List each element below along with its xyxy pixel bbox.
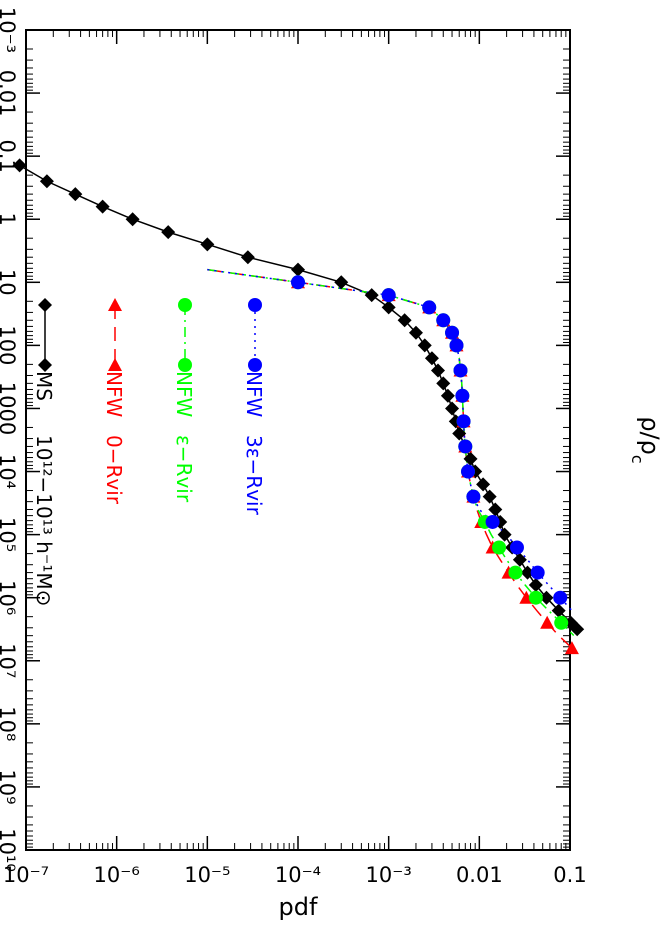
x-tick-label: 10⁸ [0, 706, 19, 741]
y-tick-label: 0.1 [553, 863, 586, 887]
legend-marker [248, 358, 262, 372]
y-tick-label: 10⁻³ [366, 863, 412, 887]
x-tick-label: 1000 [0, 382, 19, 435]
y-tick-label: 10⁻⁶ [94, 863, 140, 887]
series-markers [12, 158, 585, 655]
series-point-3 [445, 325, 460, 340]
series-point-3 [530, 565, 545, 580]
legend-marker [38, 358, 52, 372]
x-tick-label: 10⁹ [0, 769, 19, 804]
x-tick-label: 10⁵ [0, 517, 19, 552]
legend-label: NFW [172, 371, 196, 417]
series-point-1 [540, 615, 555, 629]
series-point-0 [39, 174, 54, 189]
series-point-2 [528, 590, 543, 605]
x-tick-label: 10⁷ [0, 643, 19, 678]
legend-label: NFW [242, 371, 266, 417]
series-point-0 [68, 187, 83, 202]
series-point-0 [445, 401, 460, 416]
series-point-3 [553, 590, 568, 605]
x-tick-label: 10⁴ [0, 454, 19, 489]
series-point-0 [430, 363, 445, 378]
series-point-0 [125, 212, 140, 227]
legend-marker [108, 358, 122, 371]
series-point-2 [492, 540, 507, 555]
series-point-0 [417, 338, 432, 353]
legend-label: NFW [102, 371, 126, 417]
legend: MS 10¹²−10¹³ h⁻¹M⊙ NFW 0−Rvir NFW ε−Rvir NFW 3ε… [32, 298, 266, 606]
series-point-0 [95, 199, 110, 214]
legend-label: MS [32, 371, 56, 401]
series-point-0 [291, 262, 305, 277]
series-point-0 [334, 275, 349, 290]
series-point-0 [482, 489, 497, 504]
x-tick-label: 10¹⁰ [0, 828, 19, 872]
x-tick-label: 100 [0, 325, 19, 365]
legend-marker [178, 358, 192, 372]
y-tick-label: 10⁻⁴ [275, 863, 321, 887]
legend-marker [38, 298, 52, 312]
series-point-3 [291, 275, 305, 290]
series-point-0 [240, 250, 255, 265]
series-point-2 [508, 565, 523, 580]
series-point-0 [436, 376, 451, 391]
series-point-3 [461, 464, 476, 479]
y-axis-title: pdf [279, 893, 318, 921]
series-point-3 [485, 514, 500, 529]
x-tick-label: 10 [0, 269, 19, 296]
series-point-3 [453, 363, 468, 378]
series-point-0 [161, 225, 176, 240]
legend-extra: ε−Rvir [172, 435, 196, 503]
x-tick-label: 10⁻³ [0, 7, 19, 53]
x-tick-label: 0.1 [0, 139, 19, 172]
series-point-2 [554, 615, 569, 630]
legend-marker [248, 298, 262, 312]
axis-ticks [25, 29, 571, 851]
series-point-0 [364, 288, 379, 303]
rotated-plot-group: 10⁻³ 0.01 0.1 1 10 100 1000 10⁴ 10⁵ 10⁶ 10⁷ 10⁸ 10⁹ 1… [0, 7, 664, 921]
y-tick-label: 0.01 [456, 863, 503, 887]
series-point-3 [455, 388, 470, 403]
series-point-0 [381, 300, 396, 315]
series-point-1 [564, 641, 579, 655]
series-point-0 [497, 527, 512, 542]
x-tick-label: 1 [0, 213, 19, 226]
y-tick-label: 10⁻⁵ [184, 863, 230, 887]
series-point-0 [476, 477, 491, 492]
y-tick-labels: 10⁻⁷ 10⁻⁶ 10⁻⁵ 10⁻⁴ 10⁻³ 0.01 0.1 [3, 863, 587, 887]
series-point-3 [381, 288, 396, 303]
series-point-0 [424, 351, 439, 366]
series-point-0 [200, 237, 215, 252]
legend-marker [178, 298, 192, 312]
series-point-3 [422, 300, 437, 315]
y-tick-label: 10⁻⁷ [3, 863, 49, 887]
series-point-3 [509, 540, 524, 555]
x-axis-title: ρ/ρc [629, 416, 665, 463]
x-tick-label: 0.01 [0, 70, 19, 117]
legend-extra: 0−Rvir [102, 435, 126, 505]
series-point-0 [488, 502, 503, 517]
series-line-3 [207, 268, 573, 612]
x-tick-label: 10⁶ [0, 580, 19, 615]
series-point-0 [12, 158, 27, 173]
series-point-3 [436, 313, 451, 328]
series-point-0 [397, 313, 412, 328]
x-tick-labels: 10⁻³ 0.01 0.1 1 10 100 1000 10⁴ 10⁵ 10⁶ 10⁷ 10⁸ 10⁹ 1… [0, 7, 19, 872]
series-point-0 [440, 388, 455, 403]
legend-marker [108, 298, 122, 311]
series-point-0 [520, 565, 535, 580]
series-point-0 [512, 552, 527, 567]
legend-extra: 10¹²−10¹³ h⁻¹M⊙ [32, 435, 56, 606]
series-point-3 [466, 489, 481, 504]
series-point-3 [458, 439, 473, 454]
legend-extra: 3ε−Rvir [242, 435, 266, 516]
series-point-3 [449, 338, 464, 353]
series-point-0 [408, 325, 423, 340]
series-point-3 [456, 414, 471, 429]
